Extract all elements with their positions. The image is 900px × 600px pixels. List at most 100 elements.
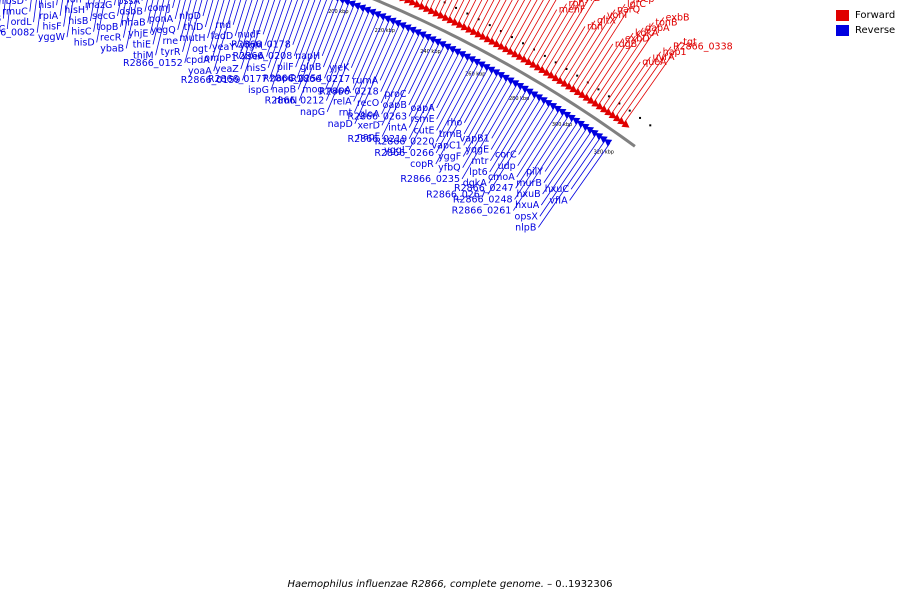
gene-leader-line <box>36 0 43 33</box>
gene-label: R2866_0338 <box>673 42 733 53</box>
gene-leader-line <box>202 0 208 17</box>
gene-arrow <box>501 74 510 82</box>
gene-arrow <box>388 17 397 25</box>
gene-arrow <box>418 2 427 10</box>
gene-leader-line <box>353 21 396 113</box>
gene-arrow <box>479 32 488 40</box>
gene-label: rdgB <box>615 39 637 50</box>
gene-arrow <box>569 85 578 93</box>
ring-dot <box>576 74 579 77</box>
gene-leader-line <box>350 12 376 68</box>
gene-leader-line <box>232 0 242 25</box>
gene-leader-line <box>517 106 556 167</box>
gene-label: rmuC <box>2 7 28 18</box>
gene-label: R2866_0177 <box>208 74 268 85</box>
legend-forward: Forward <box>836 8 895 23</box>
gene-arrow <box>529 60 538 68</box>
gene-leader-line <box>619 46 672 121</box>
gene-arrow <box>460 23 469 31</box>
gene-leader-line <box>323 1 350 68</box>
gene-arrow <box>547 71 556 79</box>
gene-label: ybaB <box>100 43 124 54</box>
gene-label: hisS <box>246 63 266 74</box>
gene-leader-line <box>518 103 551 155</box>
gene-label: vapC1 <box>432 140 462 151</box>
ring-dot <box>554 61 557 64</box>
gene-label: napD <box>328 119 353 130</box>
gene-leader-line <box>207 0 219 39</box>
gene-arrow <box>538 66 547 74</box>
gene-label: yggL <box>384 145 408 156</box>
gene-label: hisC <box>71 27 92 38</box>
gene-label: nhaB <box>121 18 145 29</box>
gene-arrow <box>441 13 450 21</box>
gene-leader-line <box>530 3 567 65</box>
gene-arrow <box>621 120 630 128</box>
gene-leader-line <box>553 26 586 78</box>
gene-label: rbsB <box>0 14 1 25</box>
gene-label: uvrA <box>652 52 675 63</box>
gene-label: R2866_0218 <box>319 87 379 98</box>
gene-leader-line <box>539 133 597 217</box>
ring-dot <box>522 42 525 45</box>
gene-leader-line <box>575 0 635 92</box>
gene-leader-line <box>242 0 270 81</box>
gene-arrow <box>467 56 476 64</box>
gene-label: napF <box>357 132 380 143</box>
gene-leader-line <box>571 3 626 89</box>
gene-arrow <box>582 93 591 101</box>
gene-label: tyrR <box>161 47 181 58</box>
gene-label: R2866_0235 <box>400 174 460 185</box>
gene-leader-line <box>234 0 247 36</box>
gene-arrow <box>428 36 437 44</box>
gene-leader-line <box>122 0 132 38</box>
ring-dot <box>455 6 458 9</box>
gene-leader-line <box>526 9 558 62</box>
gene-leader-line <box>452 0 465 23</box>
gene-leader-line <box>512 0 544 54</box>
gene-label: thiE <box>133 39 151 50</box>
legend-reverse-label: Reverse <box>855 25 896 36</box>
gene-leader-line <box>264 0 281 46</box>
gene-leader-line <box>475 0 495 35</box>
gene-leader-line <box>610 56 651 115</box>
gene-leader-line <box>515 112 565 189</box>
reverse-gene-arrows <box>336 0 613 147</box>
gene-arrow <box>399 0 408 2</box>
gene-leader-line <box>490 89 528 150</box>
gene-arrow <box>448 46 457 54</box>
gene-label: ordL <box>11 17 33 28</box>
gene-leader-line <box>184 0 203 63</box>
gene-label: pilY <box>526 167 543 178</box>
gene-arrow <box>477 61 486 69</box>
gene-label: rumA <box>352 75 378 86</box>
gene-leader-line <box>614 51 662 118</box>
gene-leader-line <box>238 0 259 59</box>
gene-leader-line <box>490 91 532 162</box>
gene-arrow <box>604 108 613 116</box>
gene-label: hisD <box>74 37 95 48</box>
gene-leader-line <box>464 70 494 123</box>
gene-arrow <box>516 83 525 91</box>
gene-leader-line <box>435 67 489 165</box>
gene-leader-line <box>623 41 682 124</box>
gene-label: hisF <box>43 22 62 33</box>
gene-leader-line <box>461 83 518 180</box>
gene-leader-line <box>177 0 186 31</box>
gene-leader-line <box>267 0 293 68</box>
gene-leader-line <box>96 0 106 43</box>
gene-leader-line <box>462 80 513 168</box>
gene-leader-line <box>89 0 95 22</box>
legend-forward-label: Forward <box>855 10 896 21</box>
forward-gene-arrows <box>399 0 630 128</box>
gene-label: oapB <box>383 100 407 111</box>
gene-label: R2866_0152 <box>123 58 183 69</box>
gene-arrow <box>595 102 604 110</box>
gene-label: hisH <box>64 5 85 16</box>
gene-arrow <box>542 68 551 76</box>
gene-label: relA <box>333 96 352 107</box>
ring-dot <box>511 36 514 39</box>
gene-leader-line <box>503 0 532 49</box>
gene-label: napG <box>300 107 325 118</box>
gene-arrow <box>576 120 585 128</box>
